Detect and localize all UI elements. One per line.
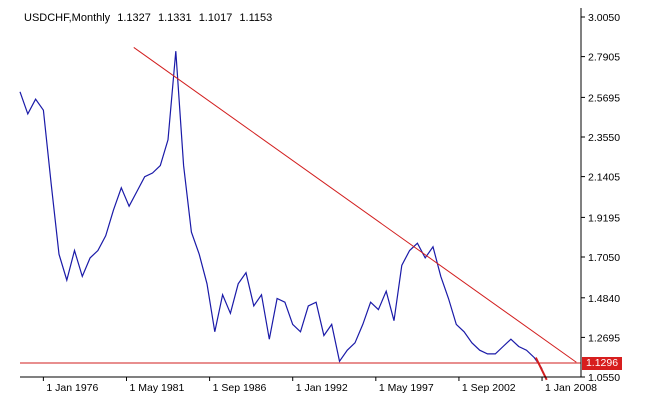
series-line-0 bbox=[19, 51, 543, 370]
y-tick-label: 1.2695 bbox=[588, 332, 620, 344]
x-tick-label: 1 Jan 1992 bbox=[296, 382, 348, 394]
low-value: 1.1017 bbox=[198, 12, 233, 24]
x-axis-ticks: 1 Jan 1976 1 May 1981 1 Sep 1986 1 Jan 1992… bbox=[42, 377, 597, 394]
high-value: 1.1331 bbox=[157, 12, 192, 24]
trendline-2 bbox=[534, 357, 548, 381]
x-tick-label: 1 Sep 1986 bbox=[213, 382, 267, 394]
y-tick-label: 1.9195 bbox=[588, 212, 620, 224]
y-tick-label: 1.4840 bbox=[588, 293, 620, 305]
y-tick-label: 2.7905 bbox=[588, 52, 620, 64]
x-tick-label: 1 Jan 1976 bbox=[46, 382, 98, 394]
x-tick-label: 1 May 1981 bbox=[129, 382, 184, 394]
x-tick-label: 1 Sep 2002 bbox=[462, 382, 516, 394]
y-tick-label: 2.3550 bbox=[588, 132, 620, 144]
x-tick-label: 1 Jan 2008 bbox=[545, 382, 597, 394]
chart-info-header: USDCHF,Monthly 1.1327 1.1331 1.1017 1.11… bbox=[24, 12, 276, 24]
close-value: 1.1153 bbox=[239, 12, 273, 24]
x-tick-label: 1 May 1997 bbox=[379, 382, 434, 394]
trendline-0 bbox=[133, 47, 577, 363]
y-axis-ticks: 3.0050 2.7905 2.5695 2.3550 2.1405 1.9195 1.70… bbox=[581, 12, 620, 384]
y-tick-label: 2.1405 bbox=[588, 172, 620, 184]
open-value: 1.1327 bbox=[117, 12, 151, 24]
y-tick-label: 3.0050 bbox=[588, 12, 620, 24]
y-tick-label: 2.5695 bbox=[588, 92, 620, 104]
current-price-tag: 1.1296 bbox=[582, 357, 622, 370]
symbol-label: USDCHF,Monthly bbox=[24, 12, 111, 24]
plot-area bbox=[19, 47, 581, 381]
y-tick-label: 1.7050 bbox=[588, 252, 620, 264]
y-tick-label: 1.0550 bbox=[588, 372, 620, 384]
